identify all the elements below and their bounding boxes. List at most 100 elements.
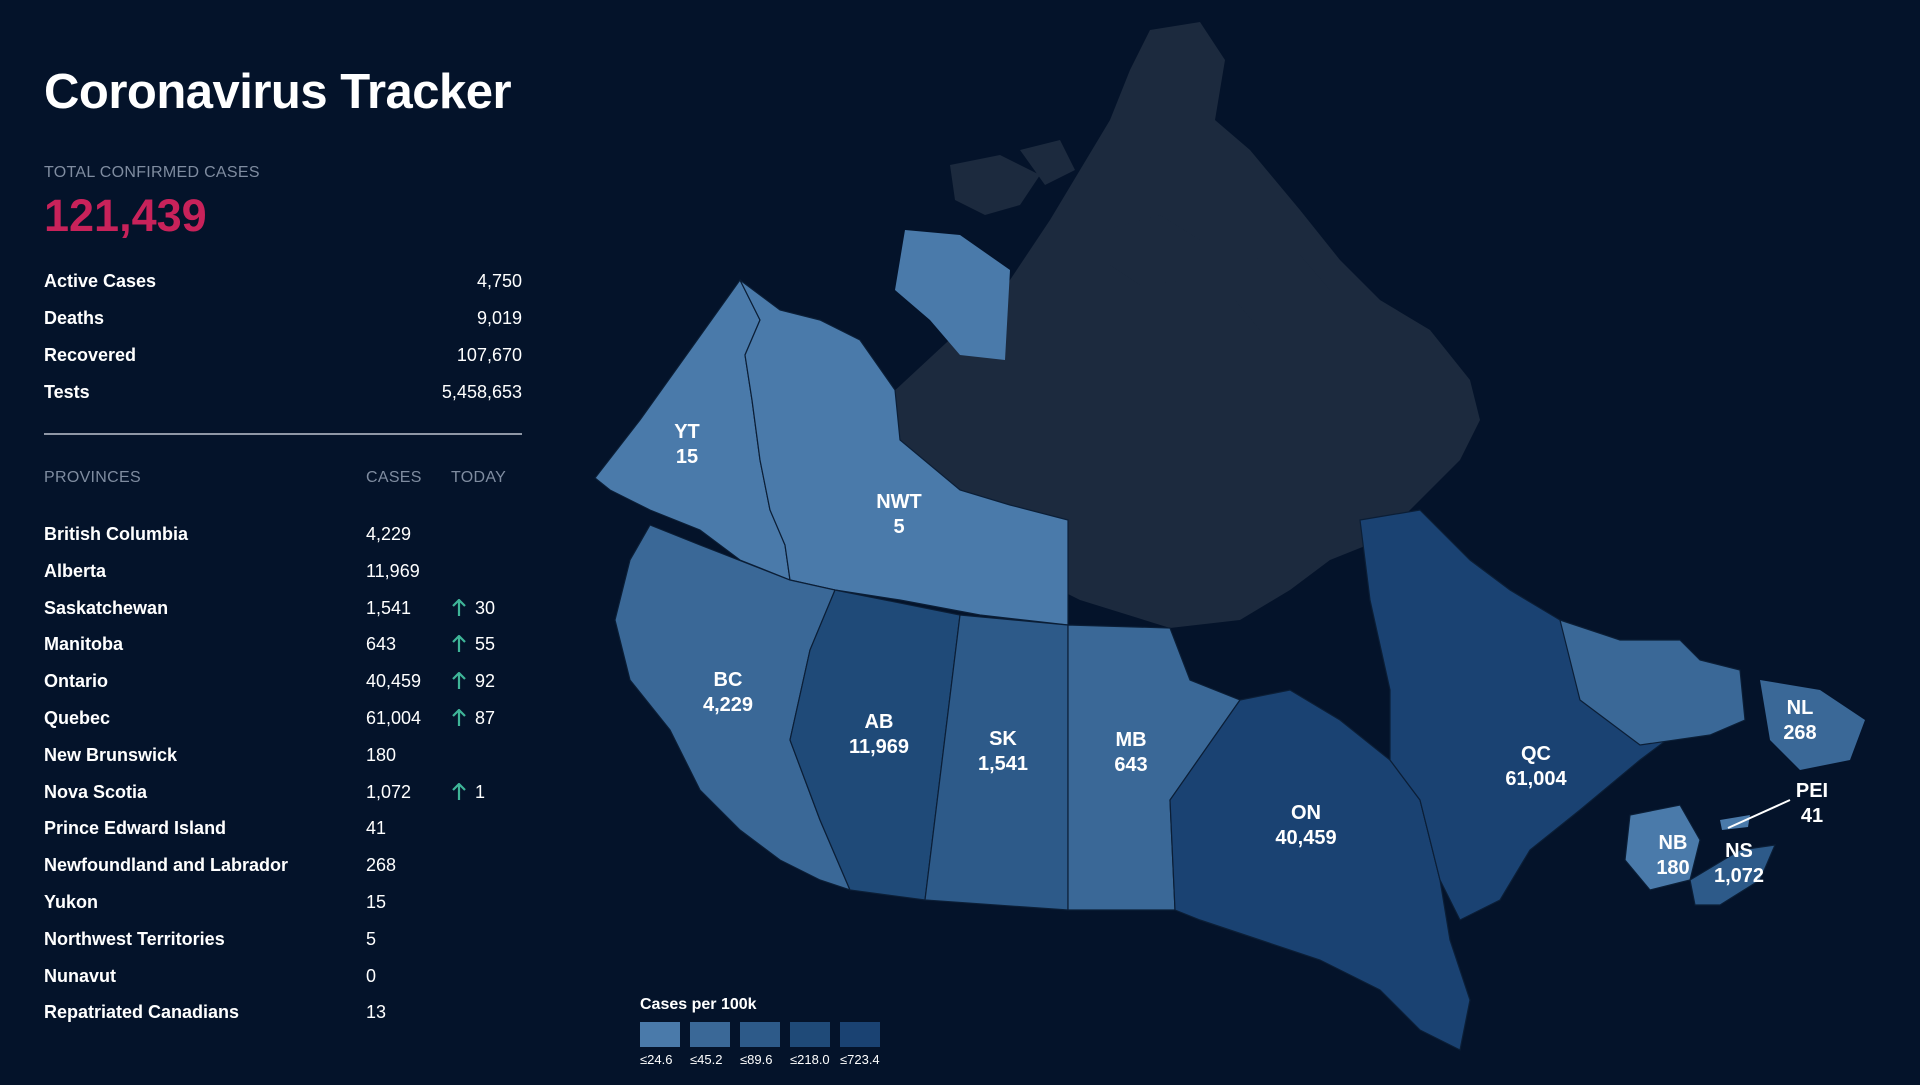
province-row-ab[interactable]: Alberta 11,969 xyxy=(44,558,522,595)
legend-swatch xyxy=(790,1022,830,1047)
sidebar: Coronavirus Tracker TOTAL CONFIRMED CASE… xyxy=(44,0,522,1080)
legend-title: Cases per 100k xyxy=(640,996,757,1013)
province-name: Northwest Territories xyxy=(44,928,225,949)
arrow-up-icon xyxy=(452,708,466,726)
legend-item: ≤24.6 xyxy=(640,1022,690,1067)
total-cases-value: 121,439 xyxy=(44,190,207,241)
province-cases: 1,072 xyxy=(366,781,412,802)
provinces-table: British Columbia 4,229 Alberta 11,969 Sa… xyxy=(44,521,522,1036)
province-name: Alberta xyxy=(44,560,107,581)
region-newfoundland-island[interactable] xyxy=(1760,680,1865,770)
province-row-qc[interactable]: Quebec 61,004 87 xyxy=(44,705,522,742)
stat-row-tests: Tests 5,458,653 xyxy=(44,379,522,416)
province-row-pei[interactable]: Prince Edward Island 41 xyxy=(44,815,522,852)
province-row-sk[interactable]: Saskatchewan 1,541 30 xyxy=(44,595,522,632)
legend-item: ≤89.6 xyxy=(740,1022,790,1067)
province-name: Newfoundland and Labrador xyxy=(44,855,289,876)
legend-label: ≤45.2 xyxy=(690,1052,723,1067)
province-today: 55 xyxy=(451,631,495,657)
map-label-on: ON xyxy=(1291,802,1321,824)
province-row-ns[interactable]: Nova Scotia 1,072 1 xyxy=(44,779,522,816)
province-row-nl[interactable]: Newfoundland and Labrador 268 xyxy=(44,852,522,889)
province-row-nb[interactable]: New Brunswick 180 xyxy=(44,742,522,779)
today-value: 1 xyxy=(475,781,486,802)
map-value-ab: 11,969 xyxy=(849,736,909,758)
map-legend: Cases per 100k ≤24.6 ≤45.2 ≤89.6 ≤218.0 … xyxy=(640,996,890,1067)
province-name: Nova Scotia xyxy=(44,781,148,802)
province-row-nu[interactable]: Nunavut 0 xyxy=(44,963,522,1000)
total-cases-label: TOTAL CONFIRMED CASES xyxy=(44,164,260,181)
legend-item: ≤45.2 xyxy=(690,1022,740,1067)
map-label-bc: BC xyxy=(714,669,743,691)
legend-swatch xyxy=(840,1022,880,1047)
province-today: 87 xyxy=(451,705,495,731)
arrow-up-icon xyxy=(452,635,466,653)
provinces-header: PROVINCES CASES TODAY xyxy=(44,469,522,491)
province-name: Saskatchewan xyxy=(44,597,169,618)
today-value: 55 xyxy=(475,634,496,655)
province-row-repatriated[interactable]: Repatriated Canadians 13 xyxy=(44,999,522,1036)
province-row-yt[interactable]: Yukon 15 xyxy=(44,889,522,926)
province-today: 30 xyxy=(451,595,495,621)
map-value-nl: 268 xyxy=(1783,722,1816,744)
province-name: Quebec xyxy=(44,707,111,728)
stat-label: Recovered xyxy=(44,345,137,365)
map-label-mb: MB xyxy=(1115,729,1146,751)
province-name: Prince Edward Island xyxy=(44,818,227,839)
stat-value: 5,458,653 xyxy=(441,382,522,402)
legend-label: ≤723.4 xyxy=(840,1052,880,1067)
region-nunavut[interactable] xyxy=(890,22,1480,628)
region-nwt-island[interactable] xyxy=(895,230,1010,360)
map-label-ab: AB xyxy=(865,711,894,733)
legend-item: ≤218.0 xyxy=(790,1022,840,1067)
province-today: 92 xyxy=(451,668,495,694)
region-ontario[interactable] xyxy=(1169,689,1471,1051)
region-newfoundland-labrador[interactable] xyxy=(1559,619,1746,746)
legend-label: ≤218.0 xyxy=(790,1052,830,1067)
legend-label: ≤89.6 xyxy=(740,1052,773,1067)
province-name: Ontario xyxy=(44,671,109,692)
province-row-mb[interactable]: Manitoba 643 55 xyxy=(44,631,522,668)
map-label-qc: QC xyxy=(1521,743,1551,765)
map-value-on: 40,459 xyxy=(1275,827,1336,849)
today-column-header: TODAY xyxy=(451,469,507,486)
province-cases: 13 xyxy=(366,1002,387,1023)
map-svg: YT 15 NWT 5 BC 4,229 AB 11,969 SK 1,541 … xyxy=(594,22,1865,1051)
pei-leader-line xyxy=(1727,799,1791,829)
province-row-nwt[interactable]: Northwest Territories 5 xyxy=(44,926,522,963)
province-row-bc[interactable]: British Columbia 4,229 xyxy=(44,521,522,558)
stat-row-recovered: Recovered 107,670 xyxy=(44,342,522,379)
region-nova-scotia[interactable] xyxy=(1689,844,1776,906)
map-label-ns: NS xyxy=(1725,840,1753,862)
province-name: Yukon xyxy=(44,891,99,912)
region-nwt[interactable] xyxy=(739,279,1069,626)
arrow-up-icon xyxy=(452,782,466,800)
region-pei[interactable] xyxy=(1720,815,1750,830)
map-value-yt: 15 xyxy=(676,446,698,468)
province-cases: 643 xyxy=(366,634,397,655)
divider xyxy=(44,433,522,435)
stat-label: Deaths xyxy=(44,308,105,328)
arrow-up-icon xyxy=(452,672,466,690)
province-cases: 11,969 xyxy=(366,560,420,581)
province-row-on[interactable]: Ontario 40,459 92 xyxy=(44,668,522,705)
province-name: Nunavut xyxy=(44,965,116,986)
province-cases: 40,459 xyxy=(366,671,422,692)
region-quebec[interactable] xyxy=(1359,509,1721,921)
map-value-nwt: 5 xyxy=(893,516,904,538)
map-label-sk: SK xyxy=(989,728,1017,750)
province-cases: 4,229 xyxy=(366,524,412,544)
legend-swatch xyxy=(740,1022,780,1047)
legend-label: ≤24.6 xyxy=(640,1052,673,1067)
map-value-nb: 180 xyxy=(1656,857,1689,879)
legend-item: ≤723.4 xyxy=(840,1022,890,1067)
map-label-pei: PEI xyxy=(1796,780,1828,802)
arrow-up-icon xyxy=(452,598,466,616)
page-title: Coronavirus Tracker xyxy=(44,65,512,119)
stat-row-active: Active Cases 4,750 xyxy=(44,268,522,305)
map-value-pei: 41 xyxy=(1801,805,1823,827)
region-bc[interactable] xyxy=(614,524,852,891)
province-cases: 1,541 xyxy=(366,597,412,618)
map-value-mb: 643 xyxy=(1114,754,1147,776)
map-label-nb: NB xyxy=(1659,832,1688,854)
